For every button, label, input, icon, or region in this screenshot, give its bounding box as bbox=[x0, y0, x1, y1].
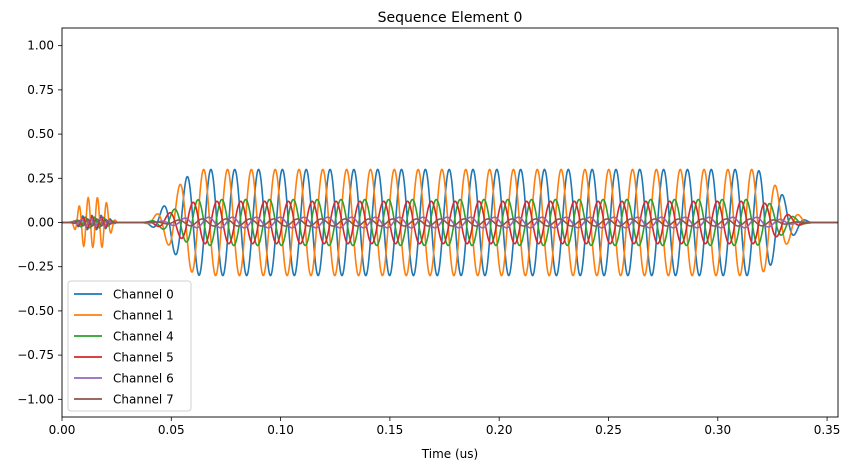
legend-label: Channel 0 bbox=[113, 288, 174, 302]
series-lines bbox=[62, 168, 838, 277]
chart-title: Sequence Element 0 bbox=[378, 10, 523, 26]
legend-label: Channel 5 bbox=[113, 351, 174, 365]
y-tick-label: 0.25 bbox=[27, 171, 54, 185]
series-line-channel-1 bbox=[62, 168, 838, 277]
legend-label: Channel 7 bbox=[113, 393, 174, 407]
x-tick-label: 0.05 bbox=[158, 423, 185, 437]
y-tick-label: 0.00 bbox=[27, 216, 54, 230]
x-tick-label: 0.30 bbox=[704, 423, 731, 437]
y-axis: 1.00 0.75 0.50 0.25 0.00 −0.25 −0.50 −0.75 −1.00 bbox=[17, 39, 62, 406]
x-axis: 0.00 0.05 0.10 0.15 0.20 0.25 0.30 0.35 bbox=[49, 417, 841, 437]
legend-label: Channel 6 bbox=[113, 372, 174, 386]
x-tick-label: 0.00 bbox=[49, 423, 76, 437]
x-tick-label: 0.15 bbox=[377, 423, 404, 437]
legend-label: Channel 4 bbox=[113, 330, 174, 344]
x-tick-label: 0.20 bbox=[486, 423, 513, 437]
series-line-channel-4 bbox=[62, 198, 838, 247]
series-line-channel-0 bbox=[62, 168, 838, 277]
legend-label: Channel 1 bbox=[113, 309, 174, 323]
series-line-channel-7 bbox=[62, 218, 838, 227]
series-line-channel-6 bbox=[62, 216, 838, 229]
y-tick-label: −0.50 bbox=[17, 304, 54, 318]
x-axis-label: Time (us) bbox=[421, 447, 478, 461]
y-tick-label: 1.00 bbox=[27, 39, 54, 53]
x-tick-label: 0.35 bbox=[814, 423, 841, 437]
x-tick-label: 0.10 bbox=[267, 423, 294, 437]
y-tick-label: −1.00 bbox=[17, 392, 54, 406]
y-tick-label: −0.75 bbox=[17, 348, 54, 362]
x-tick-label: 0.25 bbox=[595, 423, 622, 437]
y-tick-label: 0.75 bbox=[27, 83, 54, 97]
legend: Channel 0 Channel 1 Channel 4 Channel 5 Chan… bbox=[67, 280, 192, 412]
y-tick-label: −0.25 bbox=[17, 260, 54, 274]
y-tick-label: 0.50 bbox=[27, 127, 54, 141]
